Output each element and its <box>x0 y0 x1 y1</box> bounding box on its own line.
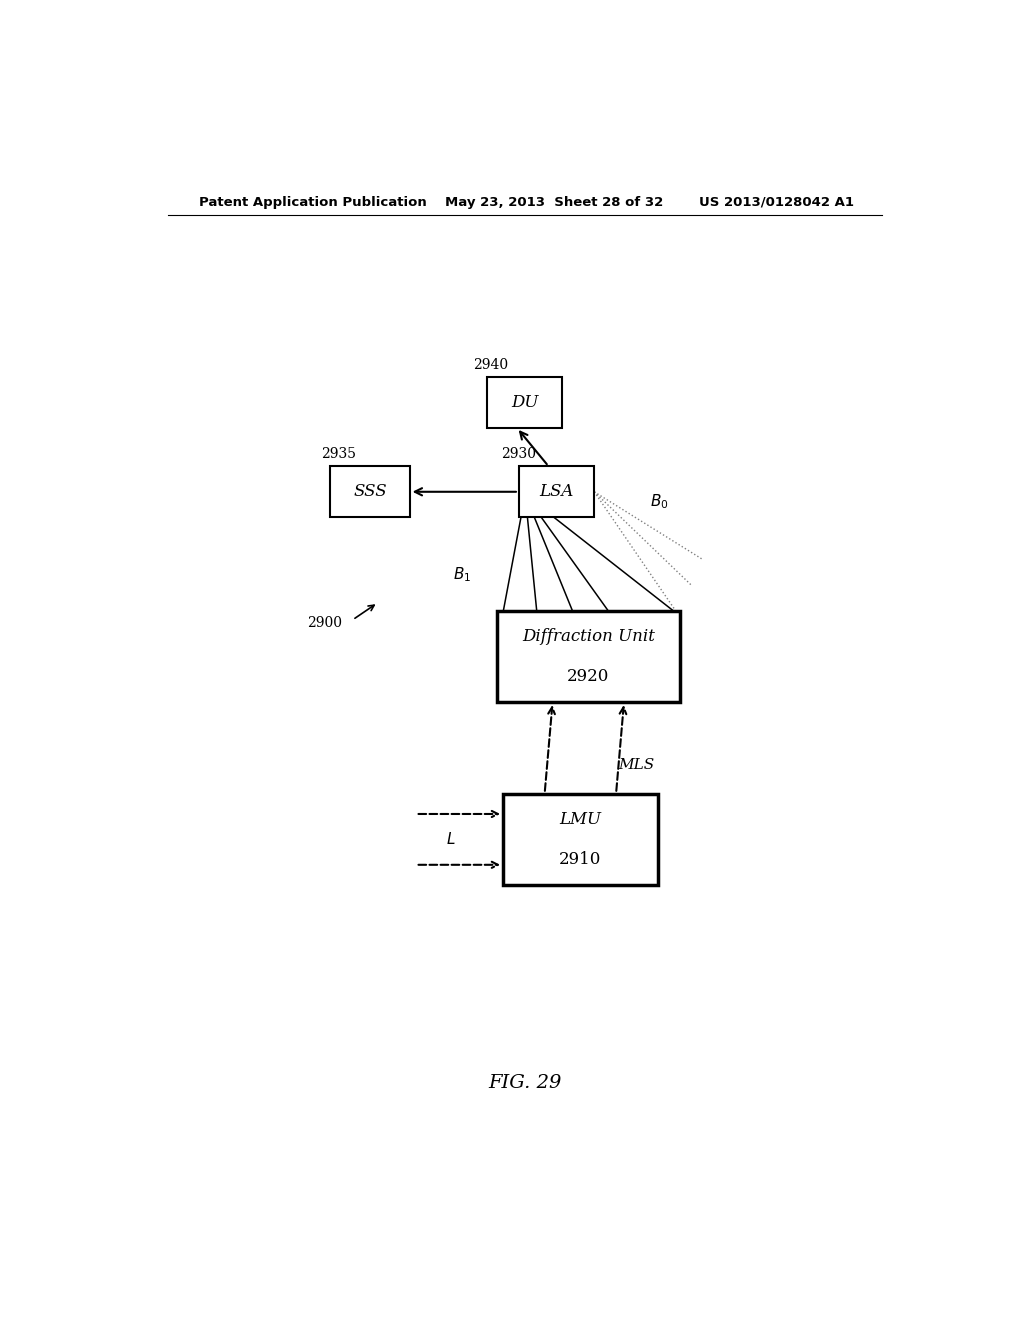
Text: 2920: 2920 <box>567 668 609 685</box>
Text: MLS: MLS <box>618 758 654 772</box>
Text: May 23, 2013  Sheet 28 of 32: May 23, 2013 Sheet 28 of 32 <box>445 195 664 209</box>
Text: DU: DU <box>511 393 539 411</box>
Text: Diffraction Unit: Diffraction Unit <box>522 627 654 644</box>
Text: LSA: LSA <box>540 483 573 500</box>
Text: $B_1$: $B_1$ <box>454 566 472 585</box>
Text: 2910: 2910 <box>559 851 601 869</box>
Text: 2900: 2900 <box>307 616 342 630</box>
Text: SSS: SSS <box>353 483 387 500</box>
Bar <box>519 466 594 517</box>
Bar <box>497 611 680 702</box>
Text: 2935: 2935 <box>321 447 356 461</box>
Text: LMU: LMU <box>559 810 601 828</box>
Text: FIG. 29: FIG. 29 <box>488 1074 561 1093</box>
Text: Patent Application Publication: Patent Application Publication <box>200 195 427 209</box>
Bar <box>331 466 410 517</box>
Bar <box>487 378 562 428</box>
Text: 2930: 2930 <box>501 447 536 461</box>
Bar <box>503 793 657 886</box>
Text: $L$: $L$ <box>446 832 456 847</box>
Text: $B_0$: $B_0$ <box>650 492 669 511</box>
Text: 2940: 2940 <box>473 358 508 372</box>
Text: US 2013/0128042 A1: US 2013/0128042 A1 <box>699 195 854 209</box>
